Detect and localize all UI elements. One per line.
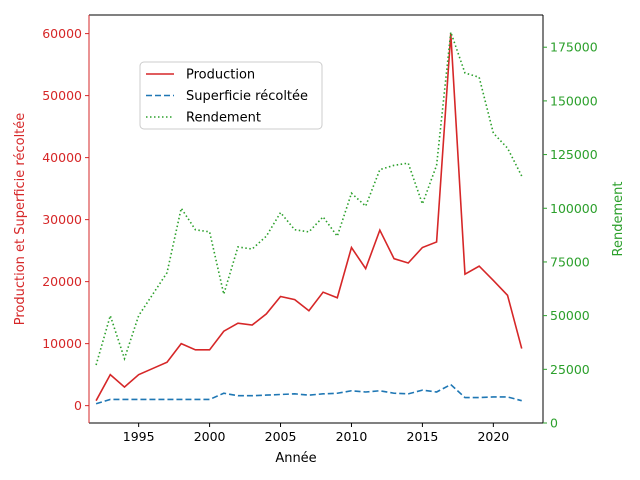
series-layer — [95, 31, 523, 405]
y-left-axis-title: Production et Superficie récoltée — [13, 113, 28, 326]
x-tick-label: 1995 — [123, 429, 155, 444]
y-right-tick-label: 100000 — [550, 201, 598, 216]
y-right-tick-label: 50000 — [550, 308, 590, 323]
legend: Production Superficie récoltée Rendement — [139, 61, 323, 130]
y-right-tick-label: 25000 — [550, 362, 590, 377]
y-right-tick-label: 0 — [550, 416, 558, 431]
x-tick-label: 2020 — [477, 429, 509, 444]
y-right-tick-label: 175000 — [550, 40, 598, 55]
y-left-tick-label: 30000 — [42, 212, 82, 227]
y-left-tick-label: 0 — [74, 398, 82, 413]
legend-box — [139, 61, 323, 130]
legend-label-rendement: Rendement — [186, 111, 261, 126]
y-left-tick-label: 40000 — [42, 150, 82, 165]
y-left-tick-label: 60000 — [42, 26, 82, 41]
legend-label-superficie-recoltee: Superficie récoltée — [186, 89, 308, 104]
y-right-axis-title: Rendement — [611, 182, 626, 257]
legend-label-production: Production — [186, 68, 255, 83]
axes-layer: 1995 2000 2005 2010 2015 2020 0 10000 20000 30000… — [42, 14, 598, 444]
y-right-tick-label: 125000 — [550, 147, 598, 162]
y-left-tick-label: 50000 — [42, 88, 82, 103]
y-right-tick-label: 75000 — [550, 254, 590, 269]
x-tick-label: 2010 — [336, 429, 368, 444]
y-left-tick-label: 10000 — [42, 336, 82, 351]
y-left-tick-label: 20000 — [42, 274, 82, 289]
x-tick-label: 2000 — [194, 429, 226, 444]
x-axis-title: Année — [275, 451, 316, 466]
x-tick-label: 2015 — [407, 429, 439, 444]
y-right-tick-label: 150000 — [550, 93, 598, 108]
series-line-rendement — [95, 31, 523, 366]
x-tick-label: 2005 — [265, 429, 297, 444]
